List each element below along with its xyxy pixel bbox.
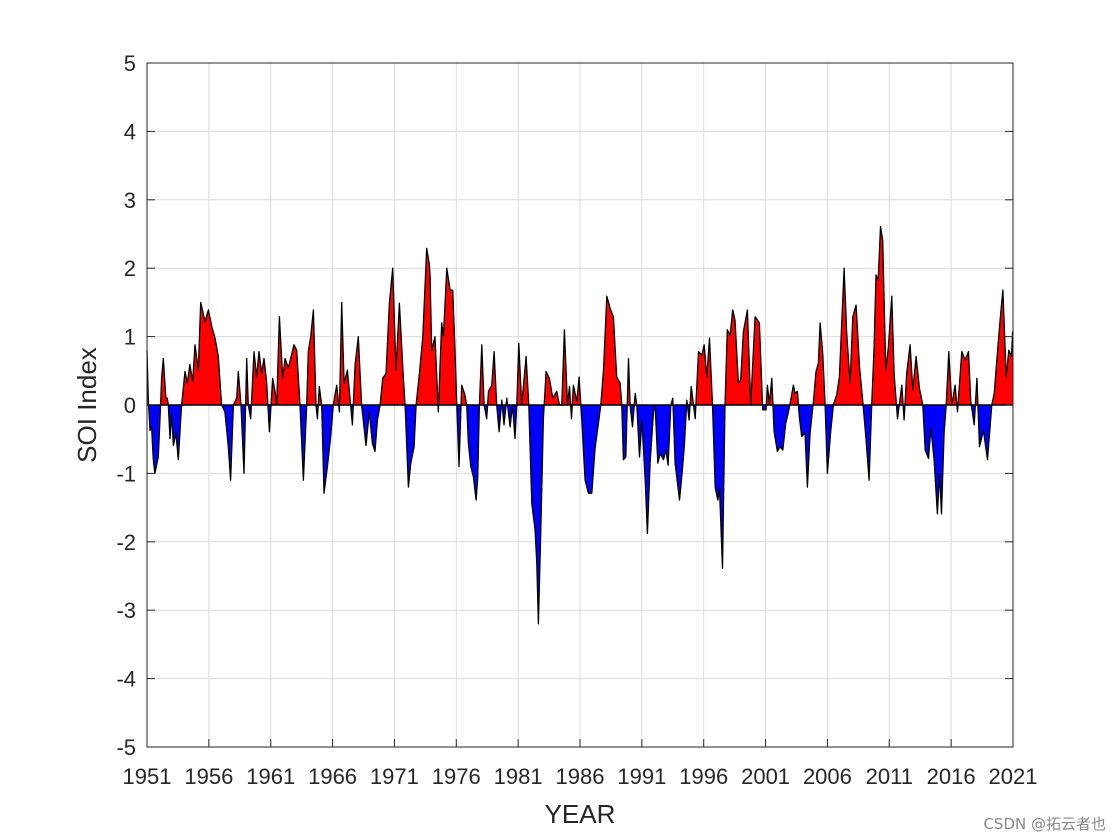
x-tick-label: 1976 xyxy=(432,764,481,789)
ticks: 1951 1956 1961 1966 1971 1976 1981 1986 1991 1996… xyxy=(116,51,1037,789)
x-tick-label: 1981 xyxy=(494,764,543,789)
y-tick-label: -4 xyxy=(116,667,136,692)
y-tick-label: 1 xyxy=(124,325,136,350)
x-tick-label: 1951 xyxy=(123,764,172,789)
x-tick-label: 1966 xyxy=(308,764,357,789)
y-tick-label: -1 xyxy=(116,461,136,486)
x-tick-label: 2016 xyxy=(927,764,976,789)
y-tick-label: -2 xyxy=(116,530,136,555)
x-axis-label: YEAR xyxy=(545,799,616,829)
negative-area xyxy=(147,405,1013,624)
y-tick-label: 3 xyxy=(124,188,136,213)
x-tick-label: 1986 xyxy=(556,764,605,789)
y-tick-label: -3 xyxy=(116,598,136,623)
y-tick-label: 5 xyxy=(124,51,136,76)
soi-line xyxy=(146,225,1014,625)
y-tick-label: 0 xyxy=(124,393,136,418)
y-axis-label: SOI Index xyxy=(72,347,102,463)
x-tick-label: 2001 xyxy=(741,764,790,789)
y-tick-label: -5 xyxy=(116,735,136,760)
x-tick-label: 2011 xyxy=(866,764,913,789)
x-tick-label: 2021 xyxy=(989,764,1038,789)
x-tick-label: 1971 xyxy=(370,764,419,789)
x-tick-label: 1956 xyxy=(184,764,233,789)
watermark: CSDN @拓云者也 xyxy=(983,815,1106,833)
y-tick-label: 4 xyxy=(124,119,136,144)
y-tick-label: 2 xyxy=(124,256,136,281)
x-tick-label: 1991 xyxy=(617,764,666,789)
x-tick-label: 1996 xyxy=(679,764,728,789)
x-tick-label: 2006 xyxy=(803,764,852,789)
x-tick-label: 1961 xyxy=(246,764,295,789)
